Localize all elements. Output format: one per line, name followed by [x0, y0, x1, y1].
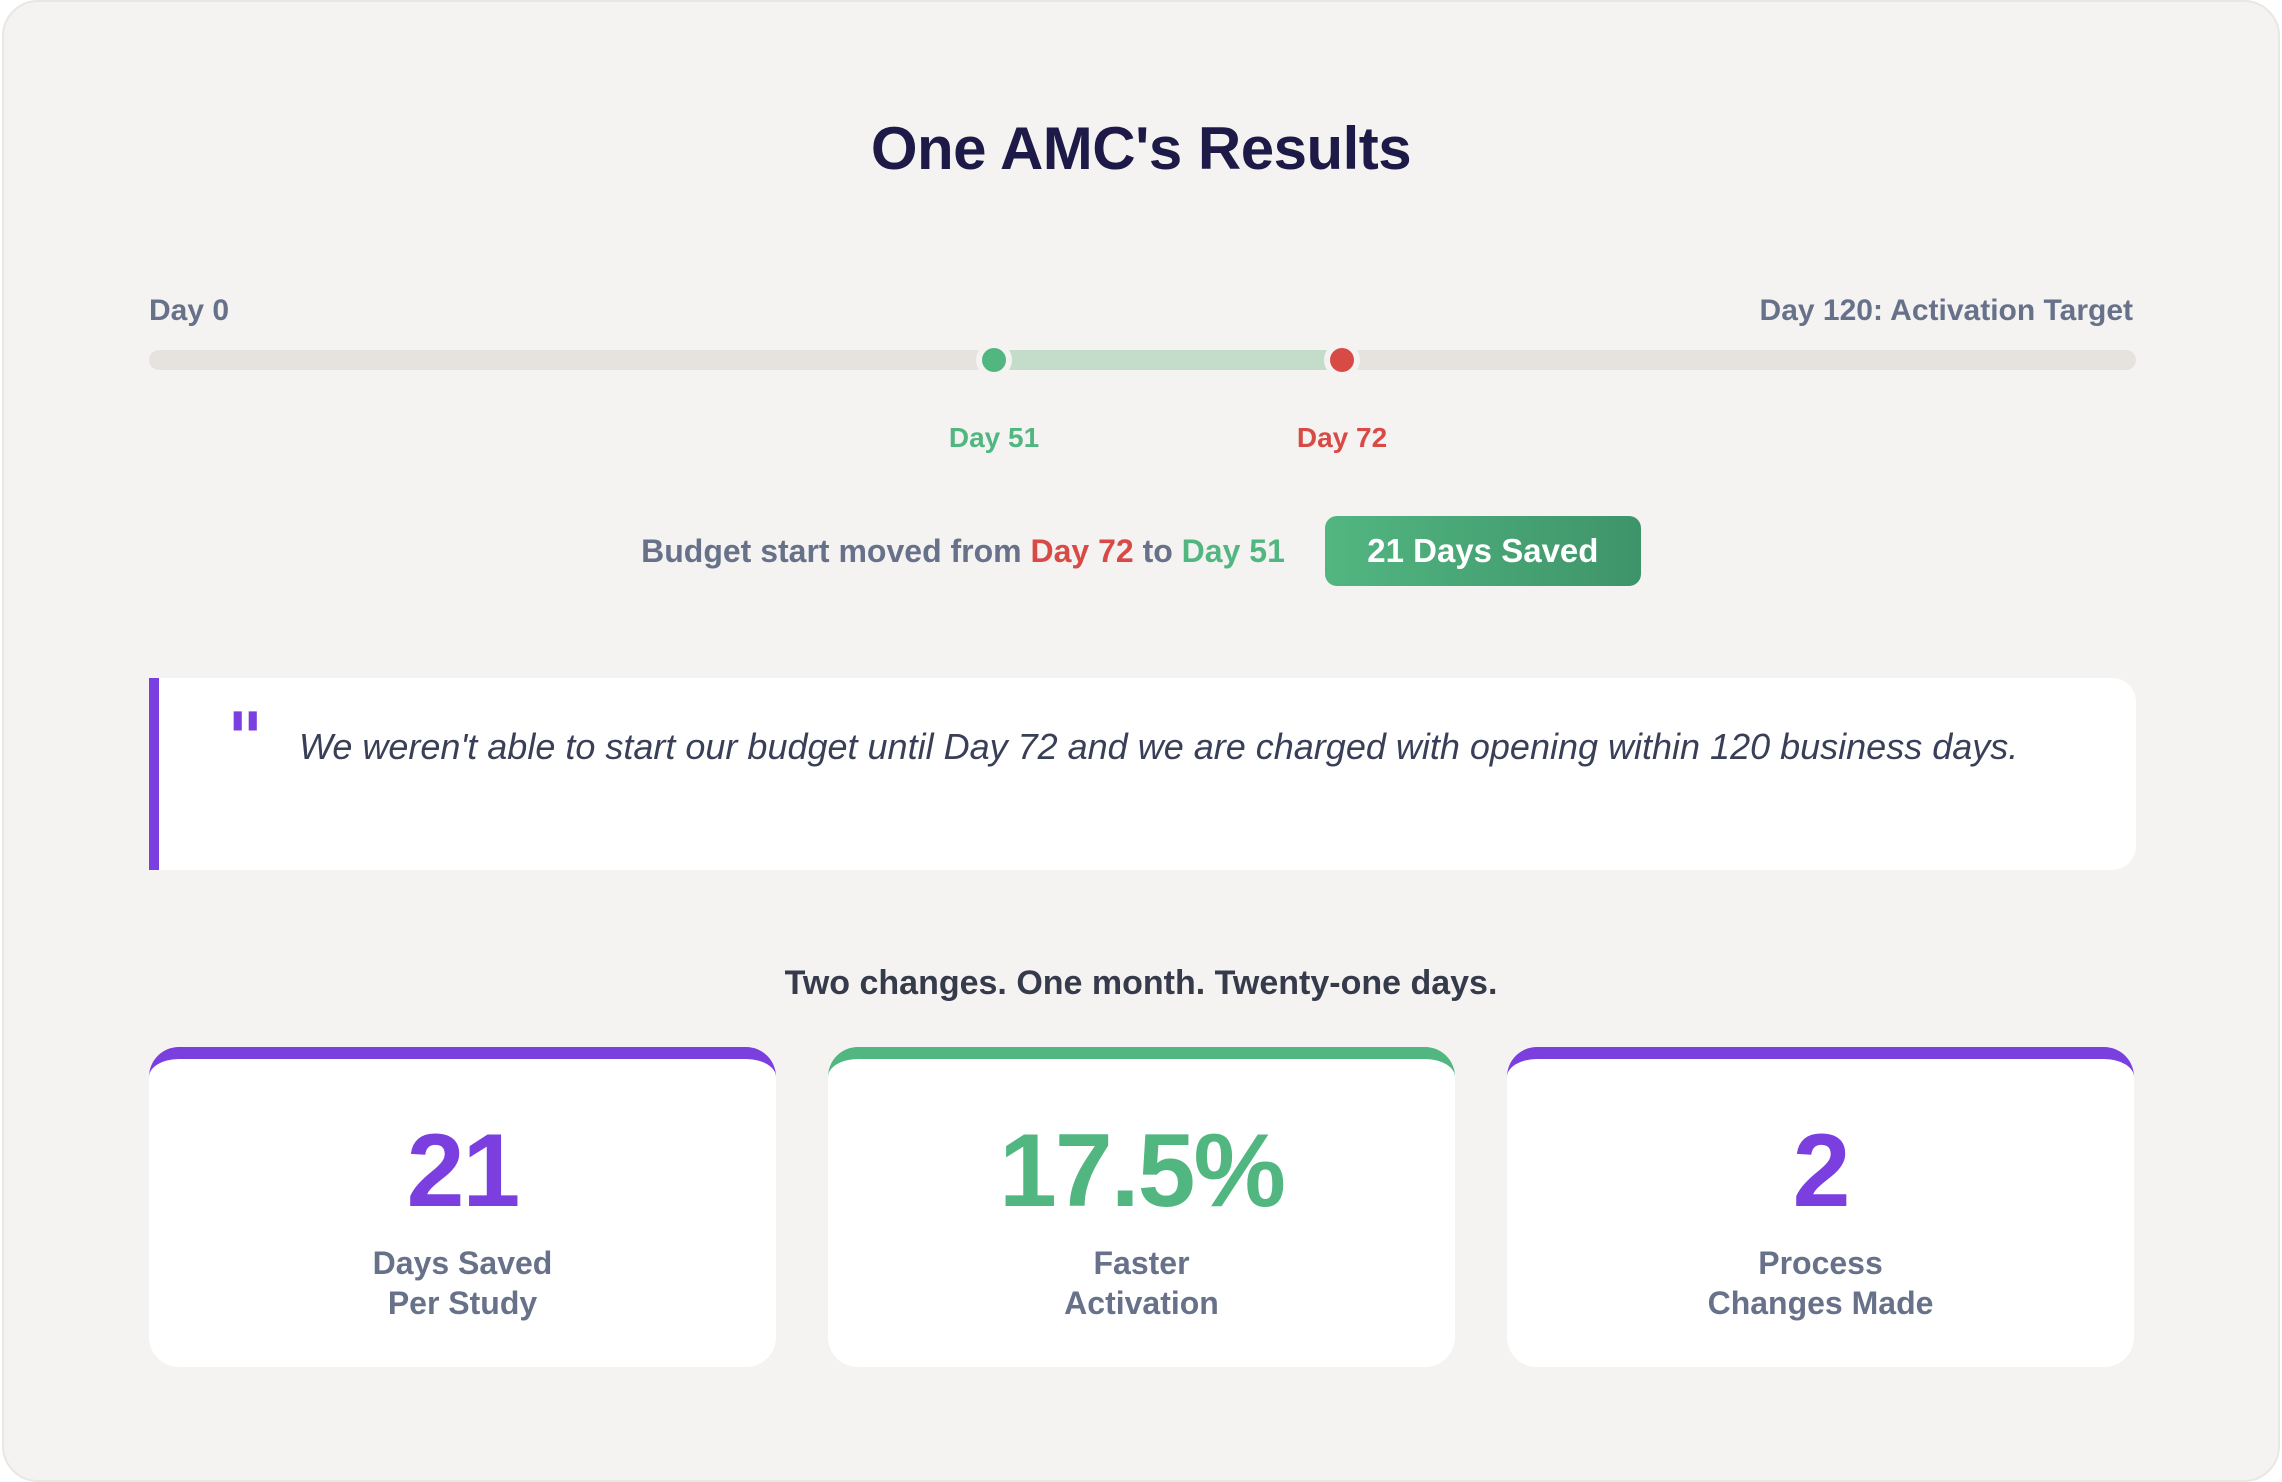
summary-from: Day 72: [1030, 532, 1134, 569]
stat-label-line: Process: [1758, 1245, 1883, 1281]
quote-text: We weren't able to start our budget unti…: [299, 726, 2019, 767]
marker-day-51-label: Day 51: [948, 422, 1040, 453]
days-saved-badge: 21 Days Saved: [1324, 516, 1641, 586]
quote-icon: ": [227, 698, 264, 780]
stat-value: 21: [406, 1113, 521, 1229]
page-title: One AMC's Results: [870, 115, 1412, 182]
tagline: Two changes. One month. Twenty-one days.: [784, 964, 1498, 1002]
stat-card-process-changes: 2 Process Changes Made: [1507, 1047, 2134, 1367]
stat-label-line: Changes Made: [1707, 1285, 1934, 1321]
timeline-saved-segment: [992, 350, 1342, 370]
stat-label-line: Faster: [1093, 1245, 1190, 1281]
stat-value: 17.5%: [999, 1113, 1286, 1229]
stat-label: Days Saved Per Study: [149, 1243, 776, 1323]
stat-label: Process Changes Made: [1507, 1243, 2134, 1323]
marker-day-51-dot: [982, 348, 1006, 372]
timeline-start-label: Day 0: [149, 294, 230, 327]
testimonial-quote: " We weren't able to start our budget un…: [149, 678, 2136, 870]
stat-label: Faster Activation: [828, 1243, 1455, 1323]
timeline-end-label: Day 120: Activation Target: [1759, 294, 2133, 327]
summary-row: Budget start moved from Day 72 to Day 51…: [4, 516, 2278, 586]
stat-label-line: Per Study: [387, 1285, 538, 1321]
stat-label-line: Days Saved: [372, 1245, 553, 1281]
summary-to: Day 51: [1181, 532, 1285, 569]
stat-label-line: Activation: [1064, 1285, 1219, 1321]
marker-day-72-label: Day 72: [1296, 422, 1388, 453]
stat-value: 2: [1792, 1113, 1851, 1229]
summary-prefix: Budget start moved from: [641, 532, 1022, 569]
marker-day-72-dot: [1330, 348, 1354, 372]
stat-card-faster-activation: 17.5% Faster Activation: [828, 1047, 1455, 1367]
summary-text: Budget start moved from Day 72 to Day 51: [641, 533, 1285, 570]
summary-middle: to: [1142, 532, 1173, 569]
stat-card-days-saved: 21 Days Saved Per Study: [149, 1047, 776, 1367]
